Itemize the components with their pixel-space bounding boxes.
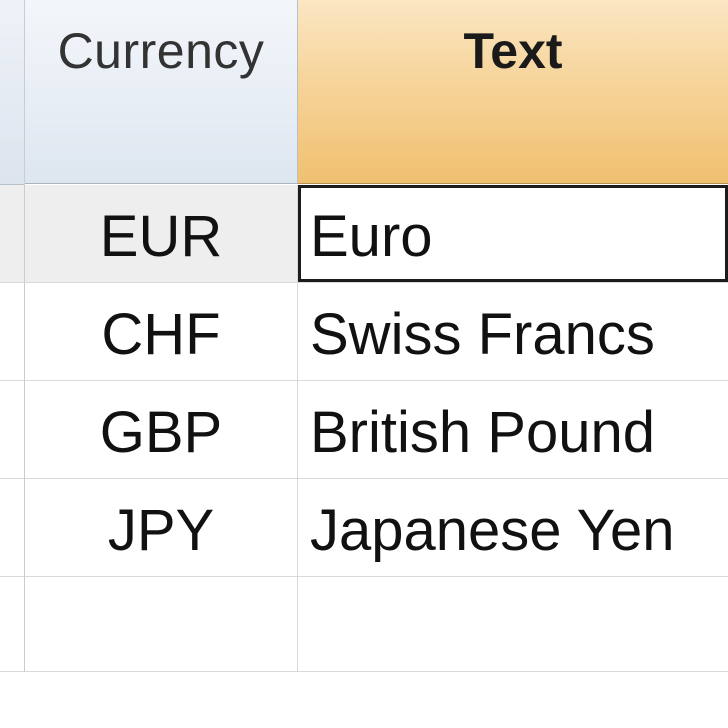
currency-code-cell[interactable]: JPY [25, 479, 298, 576]
row-selector[interactable] [0, 185, 24, 283]
currency-code-cell[interactable]: EUR [25, 185, 298, 282]
row-selector[interactable] [0, 577, 24, 672]
table-row-empty[interactable] [25, 577, 728, 672]
currency-text-cell-active[interactable]: Euro [298, 185, 728, 282]
table-row[interactable]: JPY Japanese Yen [25, 479, 728, 577]
table-row[interactable]: CHF Swiss Francs [25, 283, 728, 381]
currency-code-cell[interactable]: GBP [25, 381, 298, 478]
currency-text-cell[interactable]: Japanese Yen [310, 498, 675, 563]
table-row[interactable]: EUR Euro [25, 185, 728, 283]
row-selector[interactable] [0, 283, 24, 381]
column-header-text-label: Text [463, 23, 563, 79]
column-header-currency-label: Currency [57, 23, 265, 79]
column-header-currency[interactable]: Currency [25, 0, 298, 184]
currency-text-cell[interactable]: Swiss Francs [310, 302, 655, 367]
row-selector[interactable] [0, 381, 24, 479]
table-row[interactable]: GBP British Pound [25, 381, 728, 479]
currency-code-cell[interactable] [25, 577, 298, 671]
currency-code-cell[interactable]: CHF [25, 283, 298, 380]
currency-text-cell[interactable] [298, 577, 728, 671]
currency-text-cell[interactable]: British Pound [310, 400, 655, 465]
row-selector[interactable] [0, 479, 24, 577]
column-header-text[interactable]: Text [298, 0, 728, 184]
corner-header-cell[interactable] [0, 0, 24, 185]
